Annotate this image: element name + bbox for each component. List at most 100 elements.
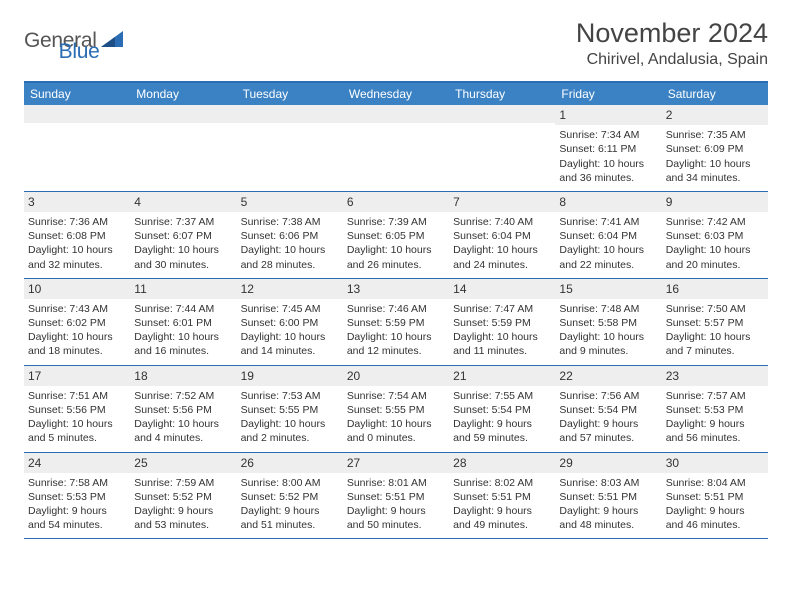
weekday-label: Saturday bbox=[662, 83, 768, 105]
day-cell: 27Sunrise: 8:01 AMSunset: 5:51 PMDayligh… bbox=[343, 453, 449, 539]
day-daylight1: Daylight: 9 hours bbox=[559, 504, 657, 518]
day-number: 4 bbox=[130, 192, 236, 212]
day-sunrise: Sunrise: 7:55 AM bbox=[453, 389, 551, 403]
day-daylight1: Daylight: 10 hours bbox=[28, 243, 126, 257]
day-daylight2: and 56 minutes. bbox=[666, 431, 764, 445]
day-number: 10 bbox=[24, 279, 130, 299]
day-sunset: Sunset: 5:59 PM bbox=[347, 316, 445, 330]
weeks-container: 1Sunrise: 7:34 AMSunset: 6:11 PMDaylight… bbox=[24, 105, 768, 539]
day-daylight1: Daylight: 9 hours bbox=[666, 417, 764, 431]
day-sunrise: Sunrise: 7:39 AM bbox=[347, 215, 445, 229]
day-daylight2: and 18 minutes. bbox=[28, 344, 126, 358]
day-daylight1: Daylight: 10 hours bbox=[559, 243, 657, 257]
day-number: 7 bbox=[449, 192, 555, 212]
day-daylight2: and 46 minutes. bbox=[666, 518, 764, 532]
day-cell: 28Sunrise: 8:02 AMSunset: 5:51 PMDayligh… bbox=[449, 453, 555, 539]
week-row: 10Sunrise: 7:43 AMSunset: 6:02 PMDayligh… bbox=[24, 279, 768, 366]
day-sunrise: Sunrise: 7:53 AM bbox=[241, 389, 339, 403]
day-sunrise: Sunrise: 7:38 AM bbox=[241, 215, 339, 229]
day-sunset: Sunset: 6:08 PM bbox=[28, 229, 126, 243]
day-daylight2: and 28 minutes. bbox=[241, 258, 339, 272]
day-number: 12 bbox=[237, 279, 343, 299]
location: Chirivel, Andalusia, Spain bbox=[576, 51, 768, 69]
day-cell: 11Sunrise: 7:44 AMSunset: 6:01 PMDayligh… bbox=[130, 279, 236, 365]
day-sunrise: Sunrise: 7:52 AM bbox=[134, 389, 232, 403]
day-sunset: Sunset: 5:53 PM bbox=[666, 403, 764, 417]
day-daylight1: Daylight: 10 hours bbox=[28, 417, 126, 431]
day-number: 26 bbox=[237, 453, 343, 473]
day-cell: 1Sunrise: 7:34 AMSunset: 6:11 PMDaylight… bbox=[555, 105, 661, 191]
day-number-empty bbox=[237, 105, 343, 123]
day-cell: 30Sunrise: 8:04 AMSunset: 5:51 PMDayligh… bbox=[662, 453, 768, 539]
day-daylight2: and 50 minutes. bbox=[347, 518, 445, 532]
day-sunrise: Sunrise: 7:59 AM bbox=[134, 476, 232, 490]
day-daylight2: and 5 minutes. bbox=[28, 431, 126, 445]
title-block: November 2024 Chirivel, Andalusia, Spain bbox=[576, 18, 768, 69]
weekday-label: Friday bbox=[555, 83, 661, 105]
day-sunrise: Sunrise: 7:54 AM bbox=[347, 389, 445, 403]
weekday-label: Wednesday bbox=[343, 83, 449, 105]
day-sunset: Sunset: 5:52 PM bbox=[241, 490, 339, 504]
day-daylight2: and 24 minutes. bbox=[453, 258, 551, 272]
day-sunrise: Sunrise: 7:46 AM bbox=[347, 302, 445, 316]
day-cell: 4Sunrise: 7:37 AMSunset: 6:07 PMDaylight… bbox=[130, 192, 236, 278]
week-row: 3Sunrise: 7:36 AMSunset: 6:08 PMDaylight… bbox=[24, 192, 768, 279]
day-sunset: Sunset: 5:51 PM bbox=[666, 490, 764, 504]
day-cell: 6Sunrise: 7:39 AMSunset: 6:05 PMDaylight… bbox=[343, 192, 449, 278]
day-sunrise: Sunrise: 7:42 AM bbox=[666, 215, 764, 229]
day-cell: 8Sunrise: 7:41 AMSunset: 6:04 PMDaylight… bbox=[555, 192, 661, 278]
day-cell: 17Sunrise: 7:51 AMSunset: 5:56 PMDayligh… bbox=[24, 366, 130, 452]
day-sunset: Sunset: 6:04 PM bbox=[559, 229, 657, 243]
day-daylight2: and 14 minutes. bbox=[241, 344, 339, 358]
day-sunrise: Sunrise: 7:43 AM bbox=[28, 302, 126, 316]
day-number: 23 bbox=[662, 366, 768, 386]
day-sunrise: Sunrise: 7:47 AM bbox=[453, 302, 551, 316]
day-sunrise: Sunrise: 8:01 AM bbox=[347, 476, 445, 490]
day-number: 11 bbox=[130, 279, 236, 299]
day-daylight2: and 36 minutes. bbox=[559, 171, 657, 185]
day-cell bbox=[343, 105, 449, 191]
day-number-empty bbox=[130, 105, 236, 123]
day-cell bbox=[24, 105, 130, 191]
day-daylight2: and 32 minutes. bbox=[28, 258, 126, 272]
logo-triangle-icon bbox=[101, 31, 123, 52]
day-cell: 18Sunrise: 7:52 AMSunset: 5:56 PMDayligh… bbox=[130, 366, 236, 452]
day-daylight2: and 16 minutes. bbox=[134, 344, 232, 358]
day-daylight1: Daylight: 10 hours bbox=[241, 417, 339, 431]
day-daylight2: and 59 minutes. bbox=[453, 431, 551, 445]
day-sunset: Sunset: 5:54 PM bbox=[453, 403, 551, 417]
day-sunset: Sunset: 6:03 PM bbox=[666, 229, 764, 243]
day-daylight2: and 4 minutes. bbox=[134, 431, 232, 445]
day-cell: 14Sunrise: 7:47 AMSunset: 5:59 PMDayligh… bbox=[449, 279, 555, 365]
day-daylight1: Daylight: 10 hours bbox=[559, 330, 657, 344]
day-sunrise: Sunrise: 7:35 AM bbox=[666, 128, 764, 142]
day-cell: 29Sunrise: 8:03 AMSunset: 5:51 PMDayligh… bbox=[555, 453, 661, 539]
day-daylight1: Daylight: 10 hours bbox=[666, 330, 764, 344]
day-cell: 2Sunrise: 7:35 AMSunset: 6:09 PMDaylight… bbox=[662, 105, 768, 191]
day-sunset: Sunset: 5:54 PM bbox=[559, 403, 657, 417]
day-number-empty bbox=[449, 105, 555, 123]
day-cell: 21Sunrise: 7:55 AMSunset: 5:54 PMDayligh… bbox=[449, 366, 555, 452]
week-row: 1Sunrise: 7:34 AMSunset: 6:11 PMDaylight… bbox=[24, 105, 768, 192]
day-daylight2: and 57 minutes. bbox=[559, 431, 657, 445]
weekday-label: Monday bbox=[130, 83, 236, 105]
day-sunrise: Sunrise: 8:02 AM bbox=[453, 476, 551, 490]
day-cell: 20Sunrise: 7:54 AMSunset: 5:55 PMDayligh… bbox=[343, 366, 449, 452]
day-number-empty bbox=[343, 105, 449, 123]
logo-text-blue: Blue bbox=[59, 40, 100, 64]
day-sunset: Sunset: 6:09 PM bbox=[666, 142, 764, 156]
day-number: 13 bbox=[343, 279, 449, 299]
day-sunset: Sunset: 5:55 PM bbox=[347, 403, 445, 417]
day-number: 6 bbox=[343, 192, 449, 212]
day-cell: 19Sunrise: 7:53 AMSunset: 5:55 PMDayligh… bbox=[237, 366, 343, 452]
day-daylight2: and 2 minutes. bbox=[241, 431, 339, 445]
day-cell bbox=[449, 105, 555, 191]
day-daylight1: Daylight: 9 hours bbox=[453, 417, 551, 431]
day-sunrise: Sunrise: 7:36 AM bbox=[28, 215, 126, 229]
day-daylight1: Daylight: 10 hours bbox=[453, 330, 551, 344]
day-daylight2: and 26 minutes. bbox=[347, 258, 445, 272]
day-number: 5 bbox=[237, 192, 343, 212]
day-sunrise: Sunrise: 7:57 AM bbox=[666, 389, 764, 403]
day-sunset: Sunset: 6:07 PM bbox=[134, 229, 232, 243]
week-row: 24Sunrise: 7:58 AMSunset: 5:53 PMDayligh… bbox=[24, 453, 768, 540]
